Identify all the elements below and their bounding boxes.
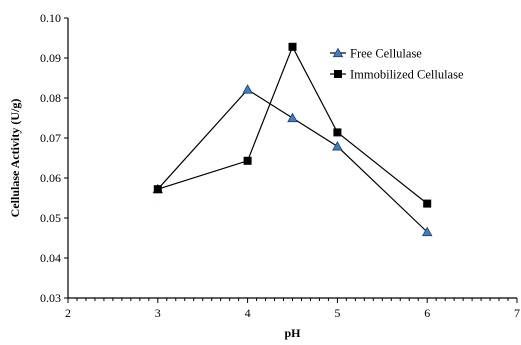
- data-point-free-cellulase: [421, 226, 433, 237]
- y-tick-label: 0.06: [40, 171, 61, 185]
- y-tick-label: 0.09: [40, 51, 61, 65]
- y-tick-label: 0.10: [40, 11, 61, 25]
- series-line-free-cellulase: [157, 88, 428, 233]
- data-point-immobilized-cellulase: [333, 128, 342, 137]
- data-point-immobilized-cellulase: [153, 185, 162, 194]
- y-tick-label: 0.03: [40, 291, 61, 305]
- data-point-immobilized-cellulase: [423, 199, 432, 208]
- data-point-immobilized-cellulase: [288, 42, 297, 51]
- data-point-immobilized-cellulase: [243, 156, 252, 165]
- x-tick-label: 4: [245, 306, 251, 320]
- x-tick-label: 6: [424, 306, 430, 320]
- x-tick-label: 2: [65, 306, 71, 320]
- x-tick-label: 7: [514, 306, 520, 320]
- data-point-free-cellulase: [287, 112, 298, 123]
- x-tick-label: 5: [334, 306, 340, 320]
- data-point-free-cellulase: [242, 84, 253, 94]
- y-tick-label: 0.04: [40, 251, 61, 265]
- y-tick-label: 0.07: [40, 131, 61, 145]
- y-axis-title: Cellulase Activity (U/g): [8, 99, 22, 218]
- legend-label: Free Cellulase: [350, 47, 422, 61]
- data-point-free-cellulase: [332, 140, 343, 151]
- y-tick-label: 0.08: [40, 91, 61, 105]
- legend-marker: [332, 47, 344, 58]
- x-tick-label: 3: [155, 306, 161, 320]
- legend-marker: [334, 70, 342, 78]
- y-tick-label: 0.05: [40, 211, 61, 225]
- legend-label: Immobilized Cellulase: [350, 68, 464, 82]
- x-axis-title: pH: [284, 326, 301, 340]
